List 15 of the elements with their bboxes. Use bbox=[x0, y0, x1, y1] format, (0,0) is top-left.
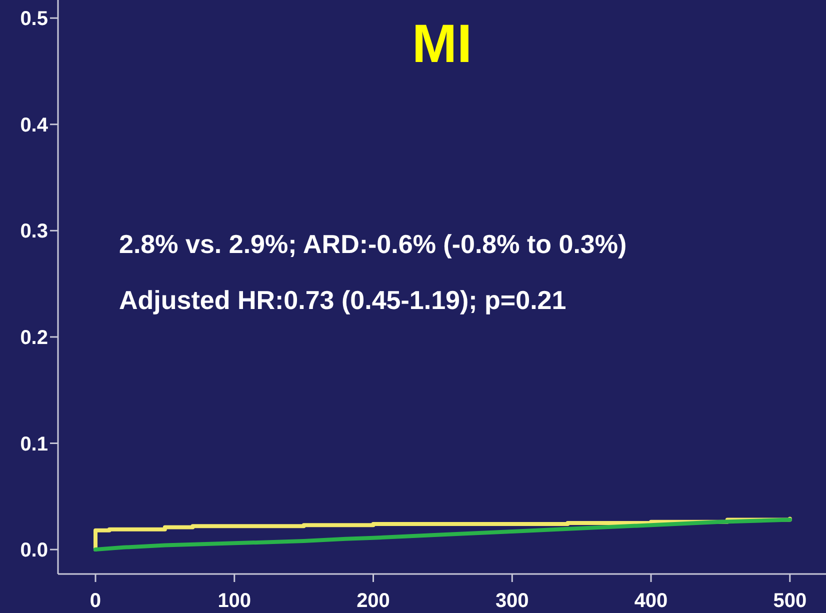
x-tick-label: 0 bbox=[90, 590, 102, 612]
annotation: 2.8% vs. 2.9%; ARD:-0.6% (-0.8% to 0.3%) bbox=[119, 229, 627, 259]
x-tick-label: 300 bbox=[495, 590, 529, 612]
y-tick-label: 0.4 bbox=[20, 114, 49, 136]
x-tick-label: 500 bbox=[773, 590, 807, 612]
annotation: Adjusted HR:0.73 (0.45-1.19); p=0.21 bbox=[119, 285, 566, 315]
x-tick-label: 200 bbox=[356, 590, 390, 612]
y-tick-label: 0.2 bbox=[20, 326, 48, 349]
y-tick-label: 0.1 bbox=[20, 433, 48, 456]
chart-title: MI bbox=[412, 14, 472, 74]
y-tick-label: 0.5 bbox=[20, 8, 48, 30]
x-tick-label: 100 bbox=[218, 590, 252, 612]
y-tick-label: 0.3 bbox=[20, 220, 48, 243]
y-tick-label: 0.0 bbox=[20, 540, 48, 562]
x-tick-label: 400 bbox=[634, 590, 668, 612]
